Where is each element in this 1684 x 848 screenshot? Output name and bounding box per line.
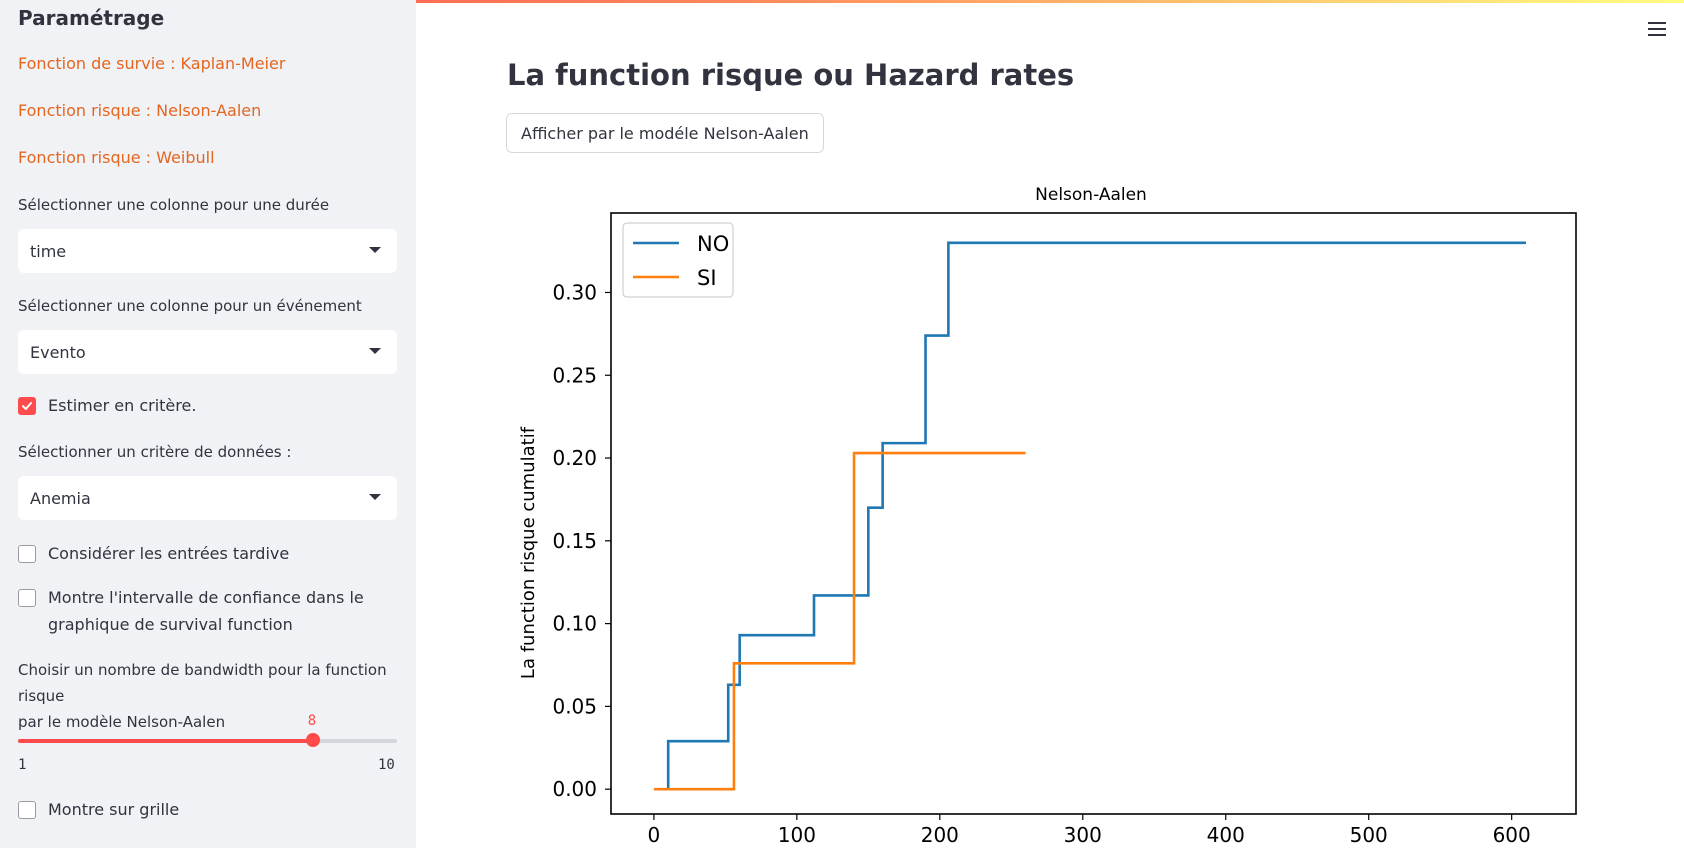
x-tick-label: 600 xyxy=(1493,823,1531,847)
x-tick-label: 400 xyxy=(1207,823,1245,847)
sidebar: Paramétrage Fonction de survie : Kaplan-… xyxy=(0,0,416,848)
check-icon xyxy=(22,402,32,410)
estimate-criterion-checkbox-row[interactable]: Estimer en critère. xyxy=(18,394,196,419)
link-nelson-aalen[interactable]: Fonction risque : Nelson-Aalen xyxy=(18,101,262,120)
estimate-criterion-label: Estimer en critère. xyxy=(48,396,197,415)
bandwidth-label-line1: Choisir un nombre de bandwidth pour la f… xyxy=(18,661,387,705)
series-line-no xyxy=(666,241,1526,790)
link-kaplan-meier[interactable]: Fonction de survie : Kaplan-Meier xyxy=(18,54,286,73)
criterion-select-label: Sélectionner un critère de données : xyxy=(18,443,292,461)
bandwidth-slider-min: 1 xyxy=(18,757,27,773)
bandwidth-slider-label: Choisir un nombre de bandwidth pour la f… xyxy=(18,657,416,735)
late-entries-checkbox[interactable] xyxy=(18,545,36,563)
confidence-interval-checkbox-row[interactable]: Montre l'intervalle de confiance dans le… xyxy=(18,586,364,638)
late-entries-label: Considérer les entrées tardive xyxy=(48,544,290,563)
x-tick-label: 500 xyxy=(1350,823,1388,847)
chevron-down-icon xyxy=(369,247,381,253)
grid-checkbox[interactable] xyxy=(18,801,36,819)
y-tick-label: 0.20 xyxy=(552,446,597,470)
confidence-interval-checkbox[interactable] xyxy=(18,589,36,607)
x-tick-label: 200 xyxy=(921,823,959,847)
chart-title: Nelson-Aalen xyxy=(1035,185,1147,205)
page-title: La function risque ou Hazard rates xyxy=(507,58,1075,92)
chart-plot-frame xyxy=(610,212,1577,815)
bandwidth-label-line2: par le modèle Nelson-Aalen xyxy=(18,713,226,731)
chevron-down-icon xyxy=(369,348,381,354)
link-weibull[interactable]: Fonction risque : Weibull xyxy=(18,148,215,167)
event-select-value: Evento xyxy=(30,342,86,362)
y-tick-label: 0.25 xyxy=(552,363,597,387)
grid-checkbox-row[interactable]: Montre sur grille xyxy=(18,798,179,823)
estimate-criterion-checkbox[interactable] xyxy=(18,397,36,415)
show-nelson-aalen-button[interactable]: Afficher par le modéle Nelson-Aalen xyxy=(506,113,824,153)
top-decoration-bar xyxy=(0,0,1684,3)
grid-checkbox-label: Montre sur grille xyxy=(48,800,180,819)
bandwidth-slider-handle[interactable] xyxy=(305,733,320,747)
criterion-select-value: Anemia xyxy=(30,488,91,508)
chart-legend xyxy=(622,222,734,298)
x-tick-label: 0 xyxy=(648,823,661,847)
legend-label-no: NO xyxy=(697,232,729,256)
chart-y-axis-label: La function risque cumulatif xyxy=(518,426,539,679)
confidence-interval-label-line2: graphique de survival function xyxy=(48,615,293,634)
late-entries-checkbox-row[interactable]: Considérer les entrées tardive xyxy=(18,542,289,567)
y-tick-label: 0.10 xyxy=(552,612,597,636)
duration-select-value: time xyxy=(30,241,67,261)
duration-select[interactable]: time xyxy=(18,229,397,273)
hamburger-menu-icon[interactable] xyxy=(1648,22,1666,36)
series-line-si xyxy=(653,451,1026,791)
confidence-interval-label: Montre l'intervalle de confiance dans le… xyxy=(48,584,364,638)
chevron-down-icon xyxy=(369,494,381,500)
event-select-label: Sélectionner une colonne pour un événeme… xyxy=(18,297,362,315)
duration-select-label: Sélectionner une colonne pour une durée xyxy=(18,196,330,214)
x-tick-label: 300 xyxy=(1064,823,1102,847)
y-tick-label: 0.30 xyxy=(552,280,597,304)
y-tick-label: 0.05 xyxy=(552,694,597,718)
bandwidth-slider-fill xyxy=(18,739,313,743)
bandwidth-slider-max: 10 xyxy=(378,757,395,773)
nelson-aalen-chart: Nelson-Aalen La function risque cumulati… xyxy=(518,185,1577,847)
bandwidth-slider-value: 8 xyxy=(307,713,317,729)
x-tick-label: 100 xyxy=(778,823,816,847)
bandwidth-slider[interactable] xyxy=(18,733,397,747)
y-tick-label: 0.00 xyxy=(552,777,597,801)
y-tick-label: 0.15 xyxy=(552,529,597,553)
event-select[interactable]: Evento xyxy=(18,330,397,374)
sidebar-title: Paramétrage xyxy=(18,6,165,30)
confidence-interval-label-line1: Montre l'intervalle de confiance dans le xyxy=(48,588,364,607)
legend-label-si: SI xyxy=(697,266,717,290)
criterion-select[interactable]: Anemia xyxy=(18,476,397,520)
